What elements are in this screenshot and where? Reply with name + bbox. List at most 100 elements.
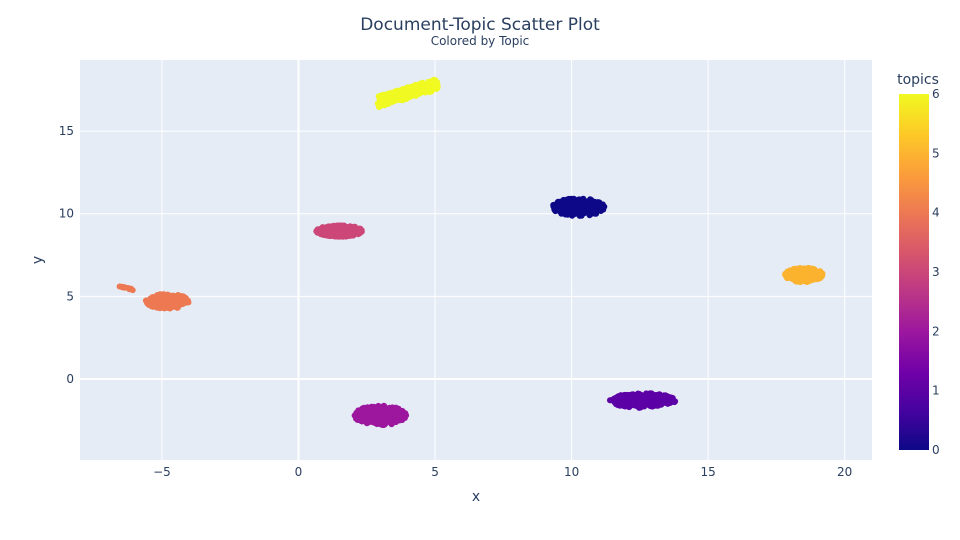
colorbar-tick-label: 3 [932,265,940,279]
data-point [412,92,419,99]
data-point [365,410,372,417]
x-tick-label: 15 [700,465,715,479]
data-point [658,399,665,406]
data-point [651,393,658,399]
data-point [313,228,320,235]
colorbar-tick-label: 0 [932,443,940,457]
data-point [797,265,803,271]
grid-lines [80,60,872,460]
data-point [596,203,603,209]
data-point [165,291,171,298]
data-point [374,411,381,418]
x-tick-label: 0 [295,465,303,479]
data-point [805,270,812,277]
data-point [392,418,399,425]
data-points [116,76,826,428]
data-point [116,283,123,290]
y-tick-label: 15 [59,124,74,138]
colorbar-tick-label: 2 [932,324,940,338]
data-point [356,408,363,415]
x-axis-label: x [472,489,480,505]
x-tick-label: −5 [153,465,171,479]
data-point [331,224,338,231]
data-point [145,299,152,306]
y-tick-label: 0 [66,372,74,386]
colorbar-tick-label: 1 [932,384,940,398]
data-point [161,300,168,307]
data-point [365,419,372,426]
data-point [431,81,438,88]
data-point [395,405,402,412]
x-tick-label: 5 [431,465,439,479]
data-point [361,405,367,412]
y-axis-label: y [30,256,46,264]
data-point [431,85,438,92]
data-point [166,302,173,309]
data-point [622,399,629,406]
data-point [636,399,642,406]
data-point [650,402,657,409]
data-point [613,398,620,405]
colorbar-title: topics [897,72,939,88]
x-tick-label: 10 [564,465,579,479]
data-point [158,293,165,300]
data-point [393,412,400,418]
colorbar-tick-label: 5 [932,146,940,160]
data-point [583,199,590,206]
chart-subtitle: Colored by Topic [431,34,530,48]
data-point [183,295,189,302]
data-point [341,222,348,229]
data-point [665,399,672,405]
data-point [815,268,822,275]
plot-area [80,60,872,460]
data-point [789,276,796,282]
data-point [570,197,577,204]
data-point [149,303,156,310]
data-point [174,298,181,304]
data-point [397,90,404,97]
data-point [413,83,420,90]
data-point [810,273,817,280]
data-point [368,403,375,410]
y-tick-label: 10 [59,207,74,221]
data-point [385,410,392,417]
axis-ticks: −5 0 5 10 15 20 0 5 10 15 [59,124,853,479]
data-point [402,95,409,101]
data-point [630,394,637,401]
y-tick-label: 5 [66,289,74,303]
data-point [552,208,559,215]
data-point [616,394,623,401]
data-point [557,198,564,205]
data-point [126,286,133,293]
data-point [387,95,394,102]
colorbar-gradient [899,94,929,450]
data-point [592,210,598,217]
data-point [157,305,163,312]
data-point [173,292,180,299]
data-point [375,93,382,100]
data-point [803,277,810,284]
data-point [173,303,180,309]
data-point [391,93,398,100]
data-point [629,400,636,407]
data-point [324,225,331,232]
data-point [379,408,386,415]
data-point [656,391,663,398]
data-point [576,212,583,219]
data-point [423,87,430,94]
data-point [637,404,644,411]
data-point [355,231,362,238]
data-point [376,103,383,110]
data-point [558,210,565,217]
data-point [669,395,676,401]
data-point [796,273,803,279]
data-point [391,406,398,413]
data-point [578,196,585,203]
data-point [662,392,669,399]
data-point [334,232,341,239]
data-point [625,391,632,398]
colorbar-tick-label: 6 [932,87,940,101]
data-point [580,205,587,212]
